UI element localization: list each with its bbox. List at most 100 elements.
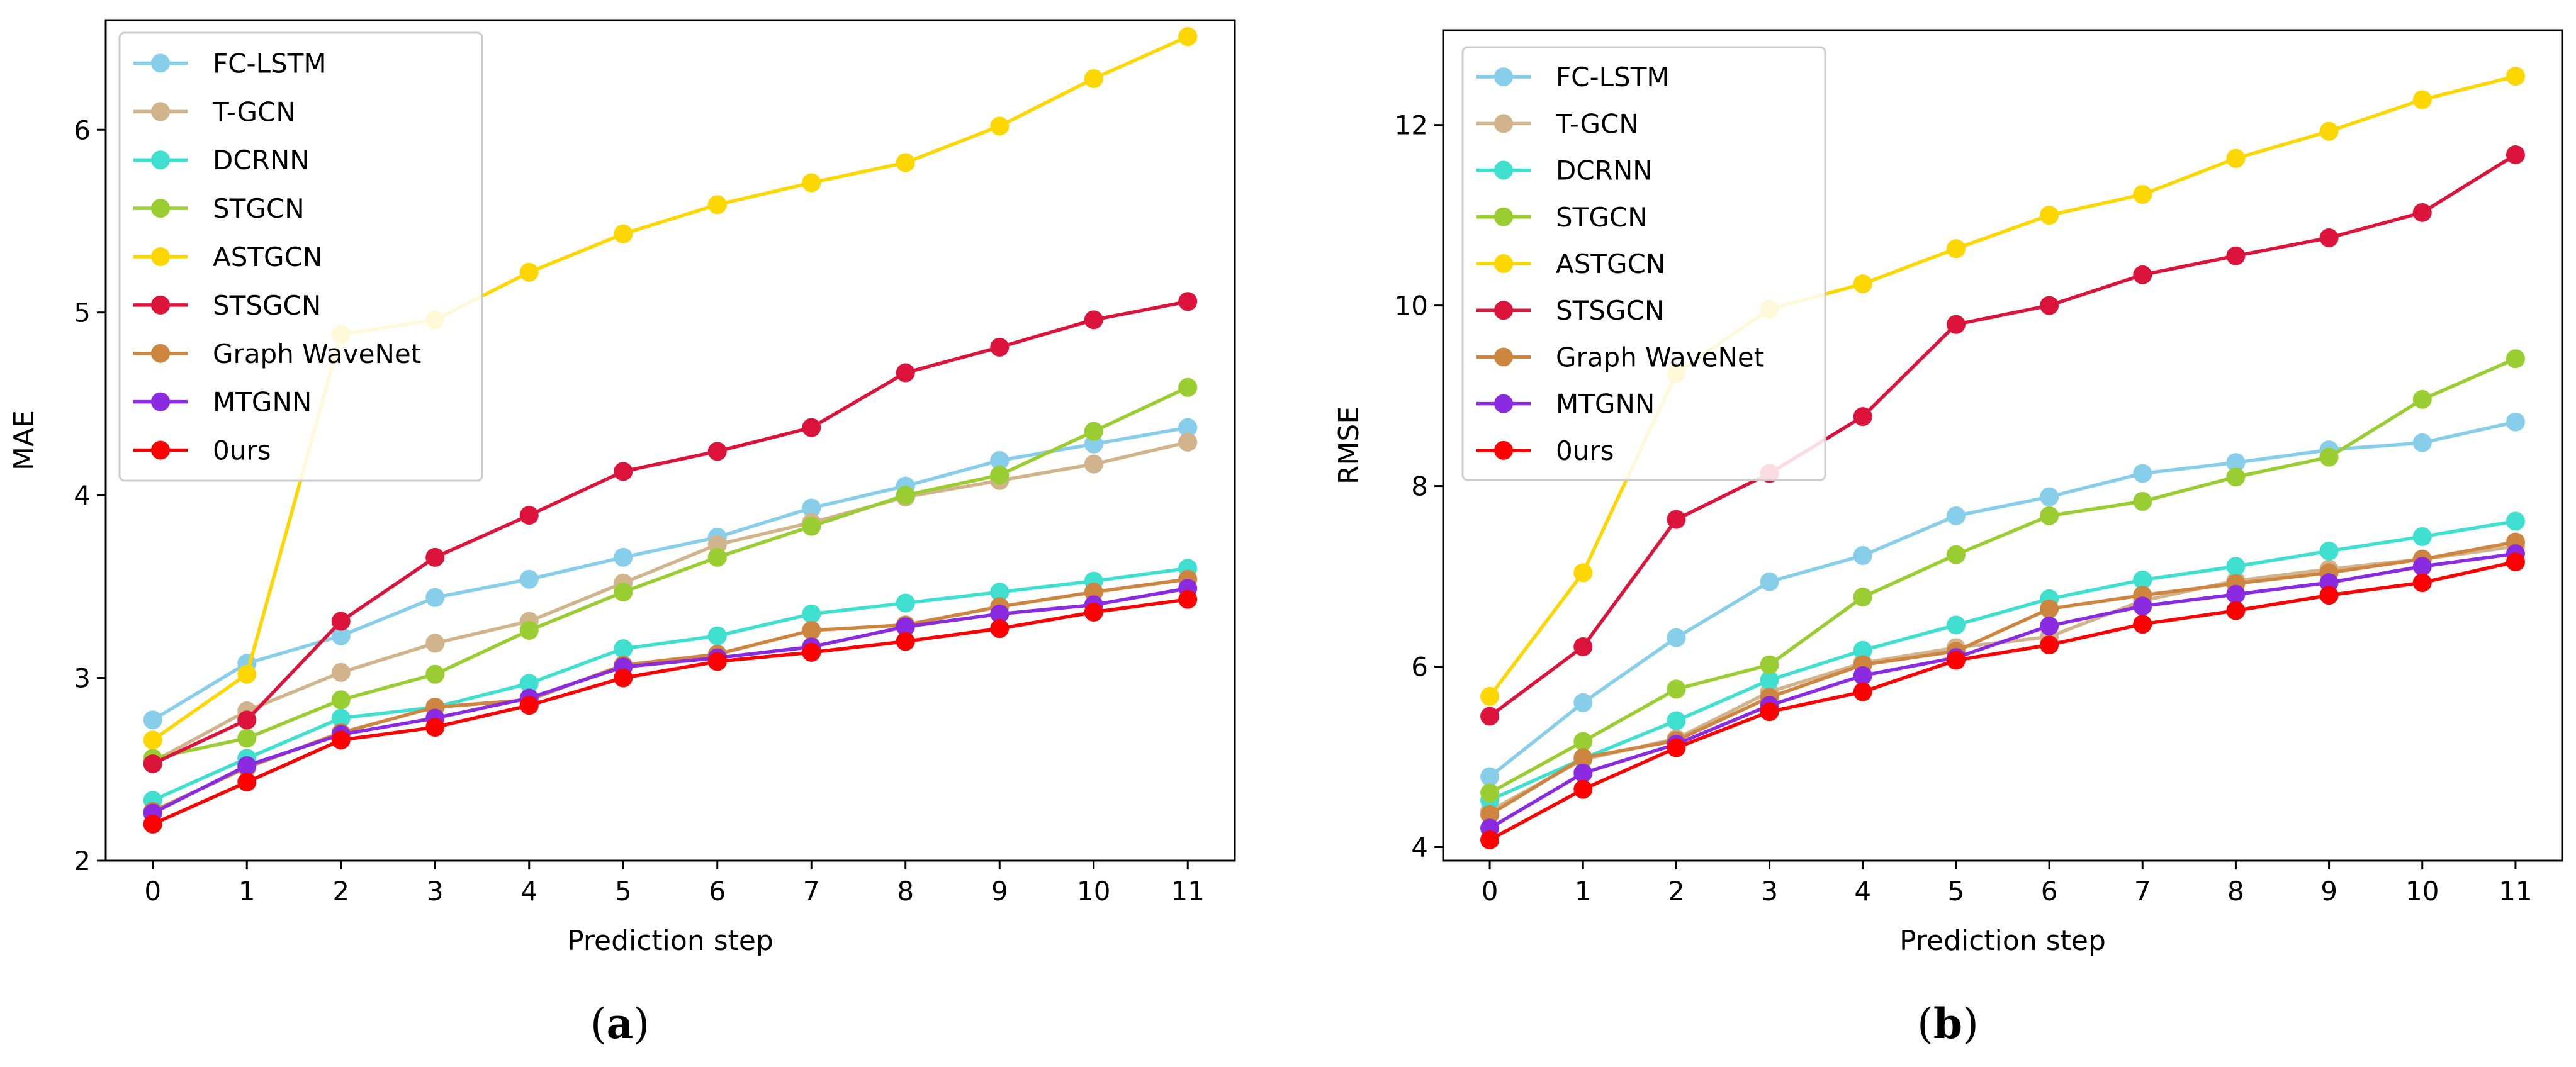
series-line — [152, 566, 1188, 802]
data-point — [2133, 596, 2152, 616]
data-point — [802, 621, 821, 640]
data-point — [2226, 453, 2246, 472]
data-point — [896, 617, 915, 637]
data-point — [2319, 541, 2339, 561]
x-tick-label: 2 — [332, 876, 349, 907]
data-point — [990, 450, 1010, 470]
data-point — [2040, 635, 2059, 655]
legend-label: STSGCN — [1556, 295, 1664, 326]
x-tick-label: 3 — [1761, 876, 1778, 907]
legend-item: STGCN — [1476, 202, 1648, 233]
y-tick-label: 2 — [74, 846, 91, 876]
data-point — [143, 754, 162, 774]
data-point — [1760, 702, 1779, 722]
series-mtgnn — [143, 579, 1198, 823]
x-axis-label: Prediction step — [1899, 925, 2106, 957]
x-tick-label: 10 — [2405, 876, 2439, 907]
legend-marker — [151, 295, 170, 315]
data-point — [1573, 637, 1593, 656]
data-point — [1480, 830, 1500, 849]
legend-item: MTGNN — [1476, 389, 1655, 420]
data-point — [802, 604, 821, 623]
series-t-gcn — [1480, 537, 2525, 821]
data-point — [1573, 693, 1593, 712]
x-tick-label: 9 — [991, 876, 1008, 907]
data-point — [2226, 246, 2246, 265]
legend-item: Graph WaveNet — [1476, 342, 1764, 372]
data-point — [2226, 148, 2246, 168]
data-point — [331, 662, 351, 682]
x-tick-label: 4 — [520, 876, 537, 907]
data-point — [1853, 546, 1872, 566]
data-point — [2506, 67, 2525, 86]
legend-marker — [151, 344, 170, 363]
x-axis-label: Prediction step — [567, 925, 773, 957]
data-point — [2040, 487, 2059, 506]
data-point — [2133, 570, 2152, 589]
data-point — [707, 547, 727, 567]
data-point — [707, 652, 727, 671]
legend-label: FC-LSTM — [1556, 62, 1670, 92]
data-point — [2412, 433, 2432, 452]
data-point — [143, 710, 162, 730]
data-point — [2040, 206, 2059, 225]
data-point — [1946, 615, 1966, 635]
legend-item: STSGCN — [133, 290, 321, 321]
legend-label: 0urs — [213, 435, 271, 466]
data-point — [1946, 315, 1966, 334]
series-line — [1488, 544, 2516, 813]
legend-item: ASTGCN — [133, 242, 322, 272]
data-point — [1853, 274, 1872, 294]
data-point — [331, 730, 351, 750]
data-point — [990, 116, 1010, 136]
data-point — [237, 729, 257, 748]
data-point — [519, 262, 539, 282]
data-point — [2412, 557, 2432, 576]
data-point — [990, 337, 1010, 357]
data-point — [1667, 738, 1686, 757]
x-tick-label: 2 — [1668, 876, 1685, 907]
data-point — [1946, 545, 1966, 564]
data-point — [2133, 615, 2152, 634]
data-point — [2226, 557, 2246, 576]
legend-item: T-GCN — [133, 96, 296, 127]
data-point — [1667, 679, 1686, 699]
data-point — [1084, 69, 1103, 88]
legend-item: STGCN — [133, 193, 305, 224]
series-stsgcn — [143, 292, 1198, 774]
y-tick-label: 10 — [1395, 291, 1428, 321]
data-point — [2040, 506, 2059, 525]
series-line — [1488, 519, 2516, 802]
legend-marker — [1494, 254, 1513, 273]
data-point — [425, 547, 445, 567]
data-point — [1178, 432, 1198, 452]
legend: FC-LSTM T-GCN DCRNN STGCN ASTGCN STSGCN Graph … — [118, 31, 483, 482]
legend-item: ASTGCN — [1476, 249, 1665, 279]
data-point — [2133, 464, 2152, 483]
legend-marker — [151, 392, 170, 411]
data-point — [1760, 655, 1779, 674]
series-line — [152, 578, 1188, 813]
data-point — [519, 506, 539, 525]
data-point — [2319, 586, 2339, 605]
data-point — [1480, 767, 1500, 786]
y-tick-label: 4 — [1411, 832, 1428, 863]
plot-frame — [104, 19, 1236, 862]
legend-label: DCRNN — [1556, 155, 1653, 186]
y-tick-label: 6 — [1411, 652, 1428, 683]
legend-marker — [151, 150, 170, 170]
data-point — [425, 664, 445, 684]
data-point — [1946, 651, 1966, 670]
data-point — [1178, 27, 1198, 47]
x-tick-label: 7 — [803, 876, 820, 907]
data-point — [896, 486, 915, 505]
data-point — [331, 612, 351, 631]
data-point — [802, 173, 821, 193]
x-tick-label: 6 — [2041, 876, 2058, 907]
data-point — [1667, 510, 1686, 529]
legend-label: DCRNN — [213, 145, 310, 176]
x-tick-label: 0 — [1482, 876, 1499, 907]
data-point — [2319, 228, 2339, 247]
